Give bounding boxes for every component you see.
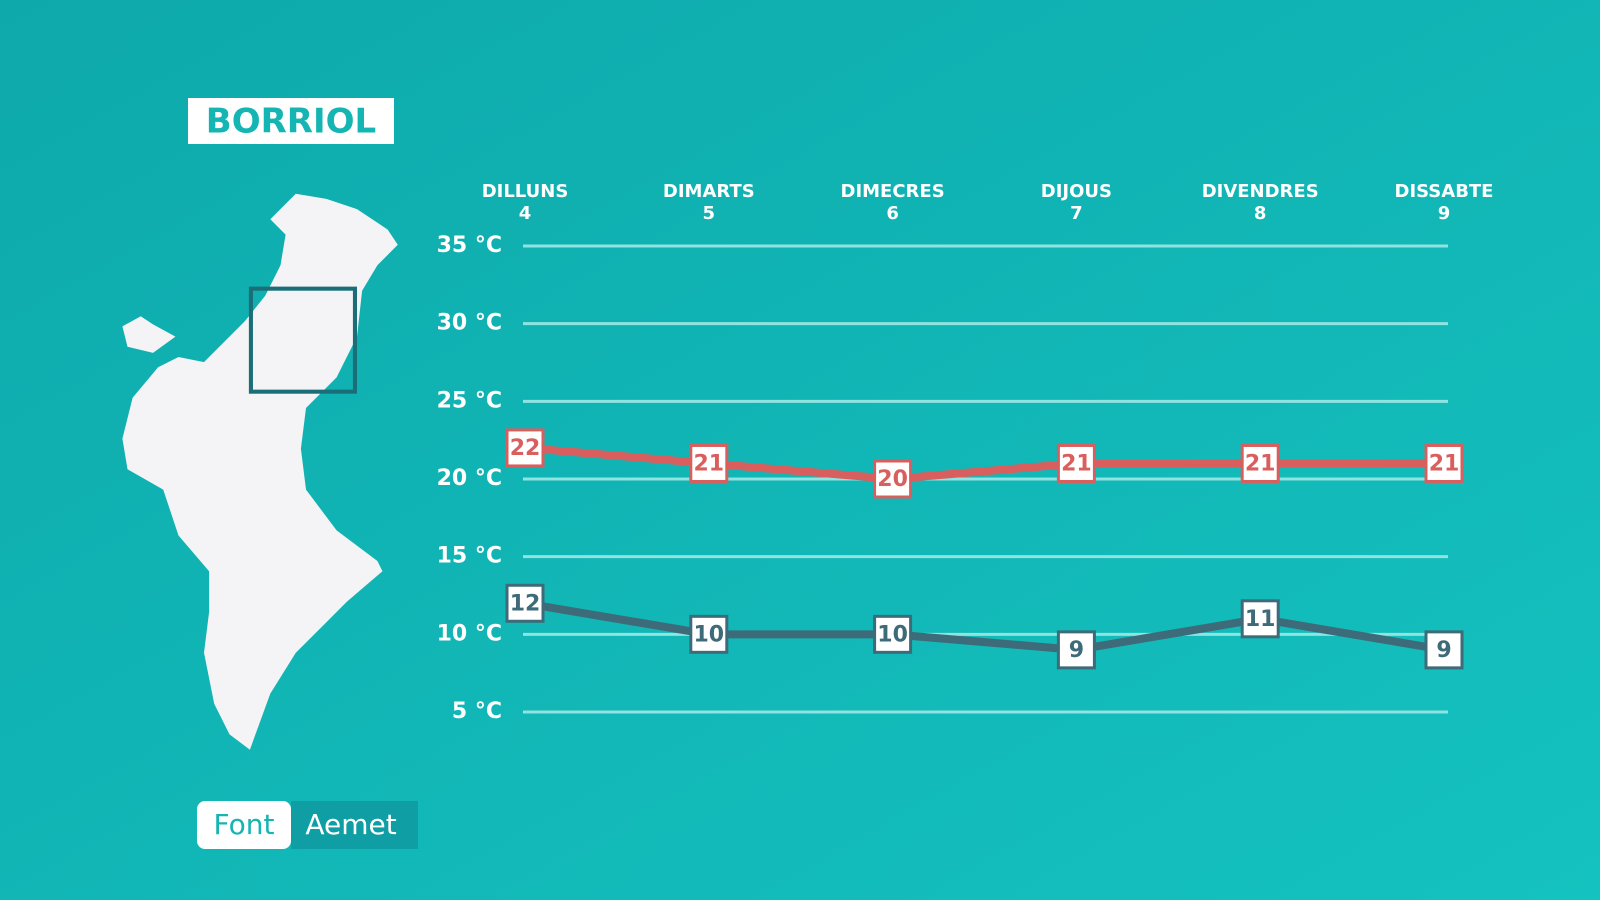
data-point: [1424, 630, 1464, 670]
x-tick-label: 9: [1438, 203, 1451, 224]
data-label: 12: [510, 591, 541, 616]
x-tick-label: 8: [1254, 203, 1267, 224]
data-label: 10: [877, 622, 908, 647]
data-point: [873, 614, 913, 654]
data-point: [1056, 630, 1096, 670]
chart-title: BORRIOL: [206, 102, 376, 142]
y-tick-label: 15 °C: [437, 544, 502, 569]
data-label: 21: [1429, 451, 1460, 476]
data-point: [689, 443, 729, 483]
data-point: [505, 428, 545, 468]
source-label: Font: [214, 808, 275, 841]
series-line: [524, 599, 1445, 654]
y-tick-label: 20 °C: [437, 466, 502, 491]
data-label: 10: [693, 622, 724, 647]
x-tick-label: DILLUNS: [482, 181, 569, 202]
data-point: [1240, 443, 1280, 483]
region-map: [122, 193, 398, 750]
title-box: [188, 98, 394, 144]
x-tick-label: 5: [703, 203, 716, 224]
y-tick-label: 30 °C: [437, 311, 502, 336]
data-label: 9: [1069, 638, 1084, 663]
y-tick-label: 10 °C: [437, 621, 502, 646]
data-point: [873, 459, 913, 499]
y-tick-label: 35 °C: [437, 233, 502, 258]
data-point: [689, 614, 729, 654]
data-label: 21: [1245, 451, 1276, 476]
x-tick-label: DISSABTE: [1395, 181, 1494, 202]
x-tick-label: 4: [519, 203, 532, 224]
data-point: [1240, 599, 1280, 639]
source-label-box: [197, 801, 291, 849]
x-tick-label: DIMECRES: [841, 181, 945, 202]
data-point: [1424, 443, 1464, 483]
source-value-box: [291, 801, 418, 849]
data-point: [505, 583, 545, 623]
x-tick-label: DIMARTS: [663, 181, 755, 202]
data-label: 21: [693, 451, 724, 476]
data-label: 9: [1436, 638, 1451, 663]
x-tick-label: 6: [886, 203, 899, 224]
x-tick-label: 7: [1070, 203, 1083, 224]
data-label: 11: [1245, 607, 1276, 632]
y-tick-label: 5 °C: [452, 699, 502, 724]
data-label: 20: [877, 467, 908, 492]
data-label: 22: [510, 436, 541, 461]
y-tick-label: 25 °C: [437, 388, 502, 413]
series-line: [524, 443, 1444, 483]
x-tick-label: DIJOUS: [1041, 181, 1112, 202]
source-value: Aemet: [305, 808, 396, 841]
data-point: [1056, 443, 1096, 483]
data-label: 21: [1061, 451, 1092, 476]
x-tick-label: DIVENDRES: [1202, 181, 1319, 202]
